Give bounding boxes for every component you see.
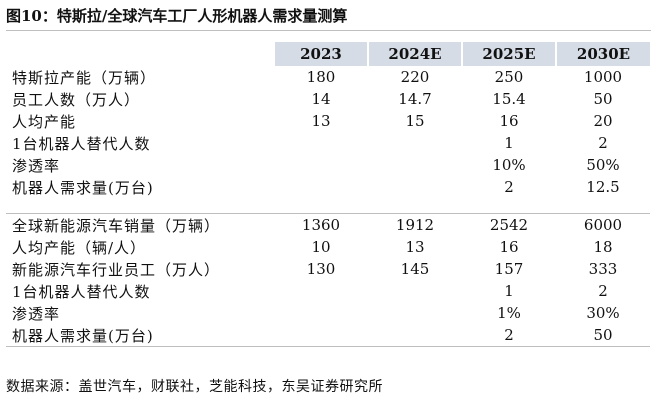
row-label: 人均产能 [12, 112, 77, 131]
cell-value [274, 324, 368, 347]
cell-value [274, 132, 368, 154]
header-2025e: 2025E [462, 42, 557, 66]
section-spacer-cell [6, 198, 650, 214]
cell-value [274, 280, 368, 302]
cell-value [274, 154, 368, 176]
cell-value [368, 302, 462, 324]
cell-value [274, 176, 368, 198]
cell-value: 333 [588, 260, 618, 278]
row-label: 渗透率 [12, 156, 61, 175]
cell-value: 1 [504, 282, 514, 300]
cell-value: 1 [504, 134, 514, 152]
cell-value: 2 [462, 324, 556, 347]
cell-value: 16 [499, 112, 519, 130]
row-label: 1台机器人替代人数 [12, 282, 151, 301]
table-row: 员工人数（万人） 14 14.7 15.4 50 [6, 88, 650, 110]
cell-value [368, 324, 462, 347]
cell-value: 1000 [583, 68, 623, 86]
row-label: 渗透率 [12, 304, 61, 323]
table-row: 1台机器人替代人数 1 2 [6, 280, 650, 302]
cell-value: 250 [494, 68, 524, 86]
cell-value: 6000 [556, 213, 650, 236]
cell-value: 2 [598, 282, 608, 300]
header-2024e: 2024E [368, 42, 463, 66]
cell-value: 13 [311, 112, 331, 130]
cell-value [274, 302, 368, 324]
row-label: 1台机器人替代人数 [12, 134, 151, 153]
table-row: 特斯拉产能（万辆） 180 220 250 1000 [6, 66, 650, 88]
cell-value: 50 [593, 90, 613, 108]
table-row: 渗透率 1% 30% [6, 302, 650, 324]
cell-value: 15 [405, 112, 425, 130]
cell-value: 14.7 [398, 90, 432, 108]
cell-value: 1360 [274, 213, 368, 236]
table-row: 人均产能 13 15 16 20 [6, 110, 650, 132]
cell-value: 2 [504, 178, 514, 196]
cell-value: 10% [492, 156, 526, 174]
cell-value: 30% [586, 304, 620, 322]
table-row: 1台机器人替代人数 1 2 [6, 132, 650, 154]
table-row: 新能源汽车行业员工（万人） 130 145 157 333 [6, 258, 650, 280]
cell-value: 12.5 [586, 178, 620, 196]
cell-value: 20 [593, 112, 613, 130]
forecast-table: 2023 2024E 2025E 2030E 特斯拉产能（万辆） 180 220 25… [6, 42, 650, 347]
cell-value: 220 [400, 68, 430, 86]
cell-value: 180 [306, 68, 336, 86]
cell-value: 2542 [462, 213, 556, 236]
header-row: 2023 2024E 2025E 2030E [6, 42, 650, 66]
row-label: 特斯拉产能（万辆） [12, 68, 157, 87]
table-row: 机器人需求量(万台) 2 50 [6, 324, 650, 347]
cell-value [368, 132, 462, 154]
cell-value [368, 280, 462, 302]
cell-value: 13 [405, 238, 425, 256]
row-label: 全球新能源汽车销量（万辆） [6, 213, 274, 236]
cell-value: 15.4 [492, 90, 526, 108]
figure-title: 图10：特斯拉/全球汽车工厂人形机器人需求量测算 [6, 4, 651, 31]
table-row: 全球新能源汽车销量（万辆） 1360 1912 2542 6000 [6, 213, 650, 236]
table-row: 机器人需求量(万台) 2 12.5 [6, 176, 650, 198]
row-label: 机器人需求量(万台) [12, 178, 154, 197]
header-2030e: 2030E [556, 42, 650, 66]
cell-value: 2 [598, 134, 608, 152]
cell-value: 130 [306, 260, 336, 278]
cell-value: 50 [556, 324, 650, 347]
cell-value: 157 [494, 260, 524, 278]
header-2023: 2023 [274, 42, 369, 66]
row-label: 员工人数（万人） [12, 90, 141, 109]
cell-value [368, 154, 462, 176]
cell-value: 14 [311, 90, 331, 108]
source-note: 数据来源：盖世汽车，财联社，芝能科技，东吴证券研究所 [6, 379, 383, 395]
row-label: 人均产能（辆/人） [12, 238, 147, 257]
table-row: 人均产能（辆/人） 10 13 16 18 [6, 236, 650, 258]
cell-value: 1912 [368, 213, 462, 236]
cell-value: 50% [586, 156, 620, 174]
row-label: 机器人需求量(万台) [6, 324, 274, 347]
cell-value: 18 [593, 238, 613, 256]
table-row: 渗透率 10% 50% [6, 154, 650, 176]
cell-value [368, 176, 462, 198]
section-spacer [6, 198, 650, 214]
header-stub [6, 42, 275, 66]
row-label: 新能源汽车行业员工（万人） [12, 260, 221, 279]
cell-value: 10 [311, 238, 331, 256]
cell-value: 16 [499, 238, 519, 256]
cell-value: 1% [497, 304, 521, 322]
cell-value: 145 [400, 260, 430, 278]
